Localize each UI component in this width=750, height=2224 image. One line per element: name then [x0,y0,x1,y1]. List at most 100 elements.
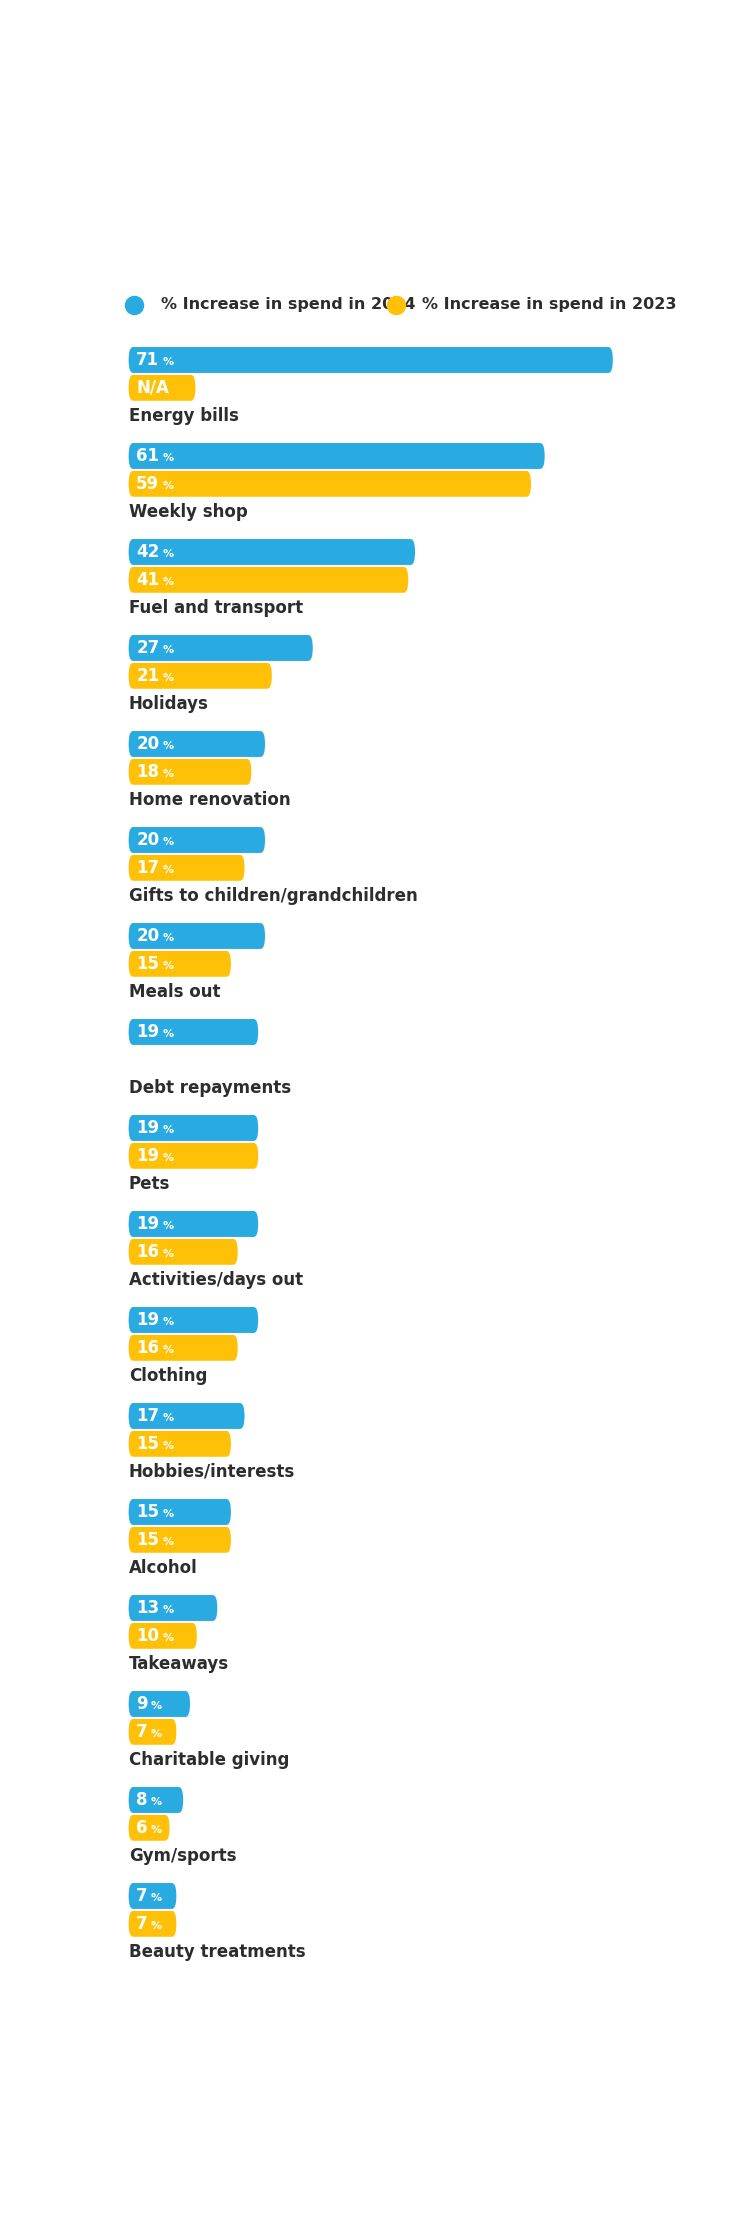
FancyBboxPatch shape [129,538,415,565]
Text: Hobbies/interests: Hobbies/interests [129,1463,295,1481]
Text: Beauty treatments: Beauty treatments [129,1942,305,1962]
Text: 21: 21 [136,667,159,685]
Text: 6: 6 [136,1819,148,1837]
Text: 15: 15 [136,1530,159,1548]
Text: %: % [150,1797,161,1808]
Text: Debt repayments: Debt repayments [129,1079,291,1096]
Text: 42: 42 [136,543,160,560]
Text: %: % [150,1701,161,1710]
Text: 19: 19 [136,1148,159,1165]
Text: Home renovation: Home renovation [129,790,290,810]
Text: %: % [163,934,174,943]
Text: N/A: N/A [136,378,169,396]
FancyBboxPatch shape [129,1788,183,1813]
FancyBboxPatch shape [129,1114,258,1141]
Text: 19: 19 [136,1023,159,1041]
Text: 15: 15 [136,1434,159,1452]
Text: %: % [163,1221,174,1232]
Text: %: % [163,1510,174,1519]
FancyBboxPatch shape [129,758,251,785]
Text: Meals out: Meals out [129,983,220,1001]
Text: %: % [163,1412,174,1423]
Text: Gifts to children/grandchildren: Gifts to children/grandchildren [129,887,417,905]
Text: 71: 71 [136,351,159,369]
Text: Alcohol: Alcohol [129,1559,197,1577]
Text: 10: 10 [136,1626,159,1646]
Text: 17: 17 [136,858,159,876]
Text: 8: 8 [136,1790,148,1808]
FancyBboxPatch shape [129,1815,170,1841]
FancyBboxPatch shape [129,732,265,756]
Text: 15: 15 [136,954,159,972]
FancyBboxPatch shape [129,376,196,400]
Text: 19: 19 [136,1310,159,1330]
Text: %: % [163,645,174,656]
Text: % Increase in spend in 2024: % Increase in spend in 2024 [160,298,415,311]
Text: %: % [163,1346,174,1354]
FancyBboxPatch shape [129,1403,244,1430]
Text: %: % [163,1632,174,1644]
Text: 9: 9 [136,1695,148,1712]
FancyBboxPatch shape [129,1308,258,1332]
FancyBboxPatch shape [129,1884,176,1908]
Text: Fuel and transport: Fuel and transport [129,598,303,616]
FancyBboxPatch shape [129,1430,231,1457]
Text: %: % [163,1125,174,1134]
Text: % Increase in spend in 2023: % Increase in spend in 2023 [422,298,676,311]
Text: Takeaways: Takeaways [129,1655,229,1672]
FancyBboxPatch shape [129,952,231,976]
Text: Energy bills: Energy bills [129,407,238,425]
Text: %: % [150,1922,161,1930]
FancyBboxPatch shape [129,347,613,374]
Text: 7: 7 [136,1724,148,1741]
FancyBboxPatch shape [129,1499,231,1526]
Text: Weekly shop: Weekly shop [129,503,248,520]
Text: %: % [150,1826,161,1835]
FancyBboxPatch shape [129,1624,196,1648]
Text: 20: 20 [136,734,159,754]
Text: Charitable giving: Charitable giving [129,1750,289,1768]
Text: 19: 19 [136,1119,159,1136]
FancyBboxPatch shape [129,567,408,594]
FancyBboxPatch shape [129,1334,238,1361]
Text: Pets: Pets [129,1174,170,1192]
FancyBboxPatch shape [129,854,244,881]
Text: 59: 59 [136,476,159,494]
Text: 16: 16 [136,1243,159,1261]
Text: 19: 19 [136,1214,159,1232]
Text: %: % [163,961,174,972]
Text: %: % [163,454,174,463]
Text: %: % [163,1317,174,1328]
Text: %: % [163,770,174,778]
FancyBboxPatch shape [129,471,531,496]
Text: 13: 13 [136,1599,159,1617]
FancyBboxPatch shape [129,1143,258,1170]
FancyBboxPatch shape [129,663,272,689]
Text: 18: 18 [136,763,159,781]
Text: %: % [163,358,174,367]
FancyBboxPatch shape [129,1910,176,1937]
Text: %: % [163,576,174,587]
Text: %: % [163,865,174,874]
Text: 16: 16 [136,1339,159,1357]
Text: 41: 41 [136,572,159,589]
Text: Holidays: Holidays [129,694,209,712]
FancyBboxPatch shape [129,1212,258,1237]
FancyBboxPatch shape [129,1528,231,1552]
FancyBboxPatch shape [129,1239,238,1265]
Text: %: % [163,549,174,558]
Text: %: % [163,1152,174,1163]
FancyBboxPatch shape [129,1690,190,1717]
Text: %: % [163,1441,174,1450]
FancyBboxPatch shape [129,1719,176,1746]
Text: 15: 15 [136,1503,159,1521]
FancyBboxPatch shape [129,827,265,854]
FancyBboxPatch shape [129,443,544,469]
Text: %: % [163,1606,174,1615]
Text: 20: 20 [136,832,159,850]
Text: %: % [163,1250,174,1259]
FancyBboxPatch shape [129,1595,218,1621]
Text: %: % [150,1728,161,1739]
Text: 61: 61 [136,447,159,465]
Text: Clothing: Clothing [129,1366,207,1386]
